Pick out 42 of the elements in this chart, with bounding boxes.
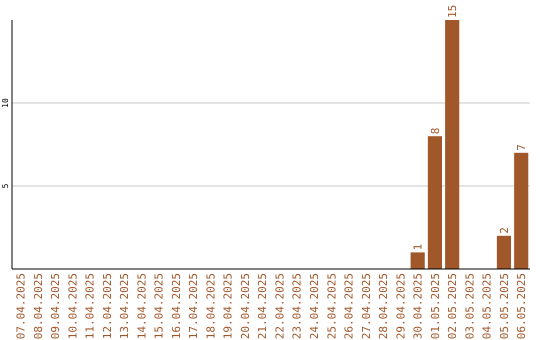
x-tick-label: 10.04.2025: [66, 273, 80, 340]
x-tick-label: 12.04.2025: [100, 273, 114, 340]
x-tick-label: 11.04.2025: [84, 273, 97, 340]
x-tick-label: 23.04.2025: [290, 273, 304, 340]
x-tick-label: 04.05.2025: [480, 273, 494, 340]
x-tick-label: 25.04.2025: [325, 273, 338, 340]
data-label: 2: [498, 227, 511, 234]
y-tick-label: 10: [1, 98, 10, 108]
bar: [428, 136, 442, 269]
x-tick-label: 01.05.2025: [428, 273, 442, 340]
x-tick-label: 06.05.2025: [515, 273, 528, 340]
x-tick-label: 22.04.2025: [273, 273, 286, 340]
x-tick-label: 15.04.2025: [152, 273, 166, 340]
bar: [496, 236, 512, 269]
data-label: 15: [446, 4, 460, 18]
x-tick-label: 09.04.2025: [49, 273, 62, 340]
x-tick-label: 21.04.2025: [256, 273, 270, 340]
bar: [410, 252, 425, 269]
x-tick-label: 26.04.2025: [342, 273, 356, 340]
data-label: 7: [515, 144, 528, 151]
data-label: 8: [428, 128, 442, 134]
x-tick-label: 28.04.2025: [377, 273, 390, 340]
x-tick-label: 24.04.2025: [308, 273, 321, 340]
bar: [445, 20, 460, 269]
x-tick-label: 05.05.2025: [498, 273, 511, 340]
x-tick-label: 03.05.2025: [463, 273, 476, 340]
data-label: 1: [412, 244, 425, 250]
x-tick-label: 14.04.2025: [135, 273, 148, 340]
x-tick-label: 07.04.2025: [14, 273, 28, 340]
x-tick-label: 16.04.2025: [170, 273, 183, 340]
x-tick-label: 13.04.2025: [118, 273, 132, 340]
x-tick-label: 02.05.2025: [446, 273, 460, 340]
x-tick-label: 19.04.2025: [222, 273, 235, 340]
x-tick-label: 27.04.2025: [360, 273, 373, 340]
x-tick-label: 17.04.2025: [187, 273, 200, 340]
x-tick-label: 29.04.2025: [394, 273, 408, 340]
y-tick-label: 5: [1, 183, 10, 188]
x-tick-label: 08.04.2025: [32, 273, 45, 340]
x-tick-label: 18.04.2025: [204, 273, 218, 340]
x-tick-label: 30.04.2025: [412, 273, 425, 340]
bar: [514, 152, 528, 269]
x-tick-label: 20.04.2025: [238, 273, 252, 340]
